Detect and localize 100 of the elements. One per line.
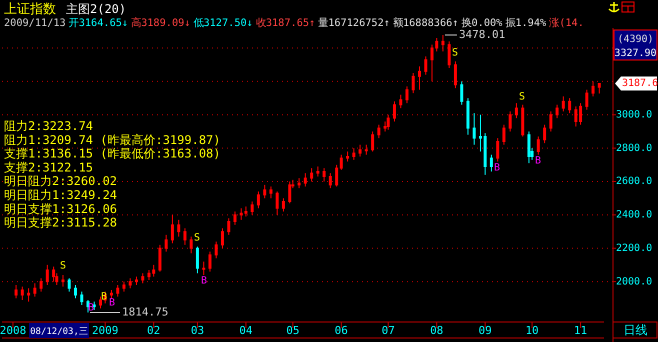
candlestick [460,80,464,106]
candlestick [568,98,572,114]
x-tick-label: 06 [334,324,348,337]
candlestick [202,261,206,276]
annotation: 明日支撑1:3126.06 [4,202,118,216]
candlestick [220,228,224,249]
annotation: 明日支撑2:3115.28 [4,216,118,230]
annotation: 涨(14. [549,17,584,29]
annotation: 高3189.09↓ [131,17,190,29]
candlestick [208,251,212,272]
y-tick-label: 2600.0 [616,176,652,188]
candlestick [233,211,236,226]
candlestick [418,66,421,90]
annotation: 支撑1:3136.15 (昨最低价:3163.08) [4,146,220,161]
annotation: B [200,276,208,287]
annotation: 开3164.65↓ [68,17,128,29]
candlestick [502,124,506,146]
chart-subtitle: 主图2(20) [66,2,126,16]
candlestick [472,112,476,146]
annotation: 收3187.65↑ [256,17,316,29]
x-tick-label: 2009 [92,324,118,337]
annotation: 明日阻力1:3249.24 [4,188,118,202]
candlestick [80,291,84,306]
candlestick [424,56,428,76]
candlestick [14,284,18,299]
candlestick [490,154,493,172]
candlestick [298,178,301,189]
candlestick [592,80,595,97]
candlestick [128,278,132,289]
candlestick [322,168,326,182]
candlestick [269,186,272,199]
annotation: 额16888366↑ [392,17,458,29]
candlestick [352,148,356,160]
annotation: 明日阻力2:3260.02 [4,174,118,188]
candlestick [227,218,230,236]
annotation: 支撑2:3122.15 [4,160,94,174]
candlestick [183,228,186,246]
candlestick [116,284,120,298]
candlestick [412,72,415,94]
annotation: B [88,302,94,314]
x-tick-label: 03 [190,324,204,337]
candlestick [562,96,565,112]
text: 日线 [624,323,648,337]
candlestick [177,219,180,238]
candlestick [556,104,559,119]
candlestick [190,236,193,254]
candlestick [392,100,396,122]
candlestick [288,181,292,204]
candlestick [20,286,24,300]
candlestick [466,98,470,136]
x-tick-label: 05 [286,324,300,337]
candlestick [399,94,402,109]
candlestick [134,276,138,286]
candlestick [598,82,601,94]
candlestick [316,166,320,178]
annotation: S [194,232,200,244]
candlestick [122,281,126,292]
candlestick [92,301,96,310]
annotation: 振1.94% [505,17,546,29]
candlestick [508,110,512,132]
candlestick [244,206,248,218]
candlestick [263,184,266,199]
candlestick [110,289,113,299]
candlestick [240,208,243,220]
candlestick [52,266,56,282]
candlestick [310,168,314,182]
candlestick [335,164,338,188]
candlestick [371,130,374,152]
candlestick [405,86,408,104]
x-tick-label: 11 [574,324,588,337]
annotation: 量167126752↑ [318,17,390,29]
x-tick-label: 08 [430,324,444,337]
candlestick [543,124,546,144]
candlestick [364,144,368,156]
candlestick [256,191,260,209]
text: 08/12/03,三 [30,327,88,337]
x-tick-label: 09 [478,324,492,337]
annotation: S [452,48,458,59]
y-tick-label: 2000.0 [616,276,652,288]
x-tick-label: 2008 [0,324,26,337]
candlestick [46,264,49,286]
y-tick-label: 3000.0 [616,110,652,120]
candlestick [527,130,530,164]
y-tick-label: 2800.0 [616,142,652,154]
candlestick [328,172,332,189]
x-tick-label: 04 [239,324,253,337]
candlestick [448,40,451,69]
candlestick [496,138,500,162]
candlestick [164,234,168,252]
annotation: 阻力2:3223.74 [4,119,94,133]
candlestick [141,272,144,284]
candlestick [441,34,444,52]
annotation: 1814.75 [122,306,168,319]
annotation: S [60,260,66,272]
candlestick [386,114,390,130]
annotation: 2009/11/13 [4,17,66,29]
candlestick [340,154,343,170]
candlestick [282,198,285,212]
candlestick [358,144,362,157]
candlestick [536,136,540,156]
